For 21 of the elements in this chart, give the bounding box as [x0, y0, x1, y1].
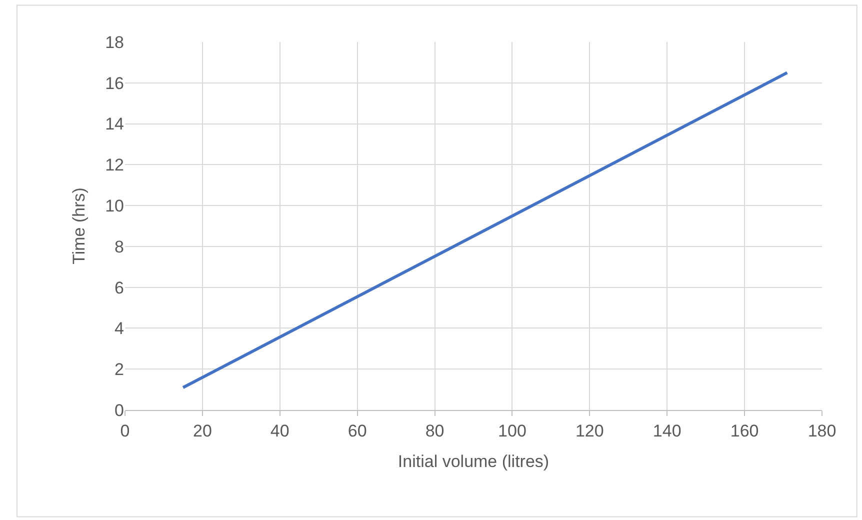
x-tick-label: 140	[652, 421, 682, 440]
x-tick-label: 40	[270, 421, 290, 440]
y-tick-label: 6	[114, 278, 124, 298]
x-tick-label: 80	[425, 421, 444, 440]
y-tick-label: 8	[114, 237, 124, 256]
y-tick-label: 10	[105, 196, 124, 216]
x-tick-label: 60	[348, 421, 367, 440]
y-tick-label: 0	[114, 400, 124, 420]
y-tick-label: 18	[105, 32, 124, 52]
x-axis-title: Initial volume (litres)	[398, 452, 550, 471]
x-tick-label: 20	[192, 421, 212, 440]
x-tick-label: 120	[575, 421, 604, 440]
y-tick-label: 14	[105, 114, 124, 134]
y-tick-label: 4	[114, 319, 124, 338]
y-tick-label: 16	[105, 74, 124, 93]
y-tick-label: 12	[105, 156, 124, 175]
y-tick-label: 2	[114, 360, 124, 380]
x-tick-label: 100	[498, 421, 526, 440]
x-tick-label: 160	[730, 421, 759, 440]
y-axis-title: Time (hrs)	[70, 188, 89, 264]
x-tick-label: 180	[808, 421, 836, 440]
